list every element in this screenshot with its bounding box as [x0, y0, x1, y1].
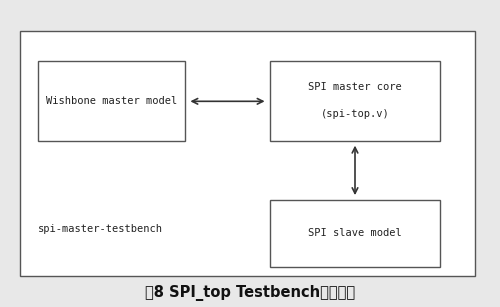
Text: (spi-top.v): (spi-top.v): [320, 109, 390, 119]
Bar: [38, 61, 185, 141]
Text: Wishbone master model: Wishbone master model: [46, 96, 177, 106]
Bar: [270, 200, 440, 267]
Text: 图8 SPI_top Testbench总体结构: 图8 SPI_top Testbench总体结构: [145, 285, 355, 301]
Text: SPI master core: SPI master core: [308, 83, 402, 92]
Text: SPI slave model: SPI slave model: [308, 228, 402, 238]
Bar: [20, 31, 475, 276]
Bar: [270, 61, 440, 141]
Text: spi-master-testbench: spi-master-testbench: [38, 224, 162, 234]
